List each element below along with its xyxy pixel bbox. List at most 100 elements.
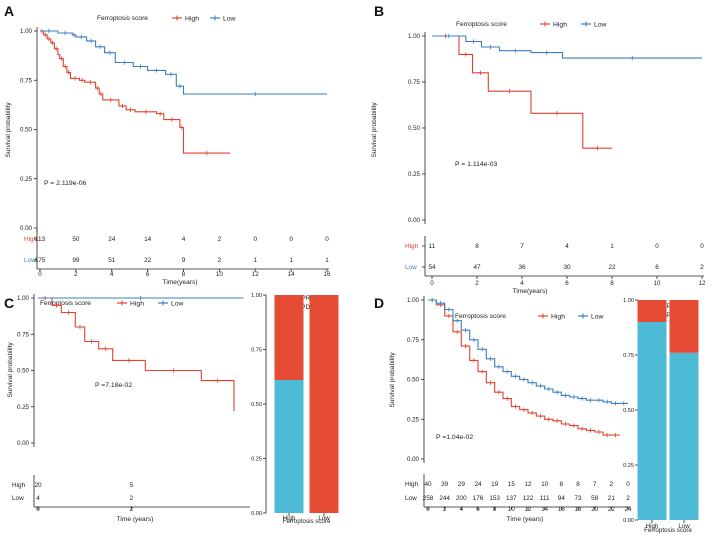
risk-row-label: High — [405, 243, 419, 250]
risk-value: 51 — [108, 257, 116, 264]
risk-value: 258 — [423, 495, 434, 502]
x-tick-label: 0 — [430, 280, 434, 287]
x-axis-label: Time(years) — [513, 288, 548, 295]
x-tick-label: 24 — [625, 506, 632, 513]
x-tick-label: 2 — [130, 506, 134, 513]
risk-value: 0 — [655, 243, 659, 250]
bar-x-axis-label: Ferroptosis score — [644, 527, 692, 534]
panel-letter: A — [4, 3, 14, 19]
risk-value: 24 — [474, 481, 482, 488]
bar-category-label: Low — [318, 515, 330, 522]
risk-value: 19 — [491, 481, 499, 488]
y-tick-label: 0.50 — [20, 127, 33, 134]
p-value: P = 2.119e-06 — [44, 180, 86, 187]
risk-value: 54 — [428, 264, 436, 271]
risk-value: 22 — [144, 257, 152, 264]
risk-value: 175 — [35, 257, 46, 264]
y-axis-label: Survival probability — [5, 102, 12, 158]
bar-category-label: High — [283, 515, 296, 522]
y-axis-label: Survival probability — [7, 342, 14, 398]
x-tick-label: 16 — [324, 271, 331, 278]
risk-value: 1 — [610, 243, 614, 250]
risk-value: 244 — [439, 495, 450, 502]
response-bar-panel-d: 0.000.250.500.751.00CR/PRSD/PDHighLowFer… — [623, 298, 699, 534]
risk-value: 8 — [576, 481, 580, 488]
km-curve-low — [40, 30, 327, 95]
legend-label-high: High — [185, 15, 199, 22]
bar-segment-sdpd — [669, 352, 699, 520]
risk-row-label: High — [24, 236, 38, 243]
x-tick-label: 4 — [110, 271, 114, 278]
km-curve-high — [40, 30, 231, 154]
x-tick-label: 10 — [508, 506, 515, 513]
risk-value: 2 — [700, 264, 704, 271]
y-tick-label: 0.25 — [17, 404, 30, 411]
legend-label-low: Low — [591, 313, 604, 320]
y-tick-label: 0.50 — [17, 368, 30, 375]
x-tick-label: 12 — [525, 506, 532, 513]
y-tick-label: 1.00 — [408, 33, 421, 40]
x-tick-label: 22 — [608, 506, 615, 513]
bar-y-tick-label: 1.00 — [623, 298, 634, 304]
risk-value: 24 — [108, 236, 116, 243]
y-tick-label: 0.75 — [20, 77, 33, 84]
risk-value: 111 — [540, 495, 550, 502]
bar-y-tick-label: 0.00 — [251, 511, 262, 517]
x-tick-label: 0 — [38, 271, 42, 278]
risk-value: 30 — [563, 264, 571, 271]
bar-y-tick-label: 0.00 — [623, 518, 634, 524]
legend-label-low: Low — [171, 300, 184, 307]
y-axis-label: Survival probability — [389, 352, 396, 408]
x-tick-label: 18 — [575, 506, 582, 513]
x-tick-label: 2 — [443, 506, 447, 513]
y-tick-label: 0.50 — [407, 377, 420, 384]
risk-value: 9 — [182, 257, 186, 264]
risk-value: 94 — [558, 495, 566, 502]
p-value: P =1.04e-02 — [436, 434, 473, 441]
risk-value: 4 — [182, 236, 186, 243]
risk-value: 0 — [289, 236, 293, 243]
risk-value: 8 — [560, 481, 564, 488]
risk-value: 4 — [36, 495, 40, 502]
risk-value: 10 — [541, 481, 549, 488]
bar-segment-crpr — [669, 300, 699, 353]
km-panel-a: A 0.00 0.25 0.50 0.75 1.00 Survival probabilit… — [4, 3, 331, 286]
x-tick-label: 2 — [74, 271, 78, 278]
risk-value: 15 — [508, 481, 516, 488]
risk-value: 1 — [289, 257, 293, 264]
risk-row-label: High — [12, 482, 26, 489]
risk-row-label: Low — [405, 495, 417, 502]
risk-value: 40 — [424, 481, 432, 488]
y-tick-label: 1.00 — [17, 295, 30, 302]
risk-value: 39 — [441, 481, 449, 488]
y-tick-label: 0.00 — [407, 456, 420, 463]
bar-category-label: Low — [678, 523, 690, 530]
risk-value: 58 — [591, 495, 599, 502]
y-tick-label: 0.50 — [408, 125, 421, 132]
p-value: P = 1.114e-03 — [455, 161, 497, 168]
p-value: P =7.18e-02 — [95, 382, 132, 389]
x-axis-label: Time (years) — [507, 516, 544, 523]
risk-value: 2 — [610, 481, 614, 488]
y-tick-label: 1.00 — [407, 297, 420, 304]
km-curve-high — [38, 297, 235, 412]
risk-value: 5 — [130, 482, 134, 489]
x-tick-label: 8 — [182, 271, 186, 278]
panel-letter: C — [4, 295, 14, 311]
risk-value: 29 — [458, 481, 466, 488]
legend-label-low: Low — [594, 21, 607, 28]
y-axis-label: Survival probability — [371, 102, 378, 158]
risk-value: 1 — [325, 257, 329, 264]
x-tick-label: 12 — [252, 271, 259, 278]
y-tick-label: 0.00 — [20, 225, 33, 232]
x-tick-label: 20 — [591, 506, 598, 513]
bar-category-label: High — [646, 523, 659, 530]
risk-value: 11 — [429, 243, 436, 250]
risk-value: 73 — [574, 495, 582, 502]
x-tick-label: 6 — [146, 271, 150, 278]
legend-label-high: High — [551, 313, 565, 320]
risk-value: 8 — [475, 243, 479, 250]
y-tick-label: 0.75 — [407, 337, 420, 344]
bar-y-tick-label: 0.75 — [251, 348, 262, 354]
